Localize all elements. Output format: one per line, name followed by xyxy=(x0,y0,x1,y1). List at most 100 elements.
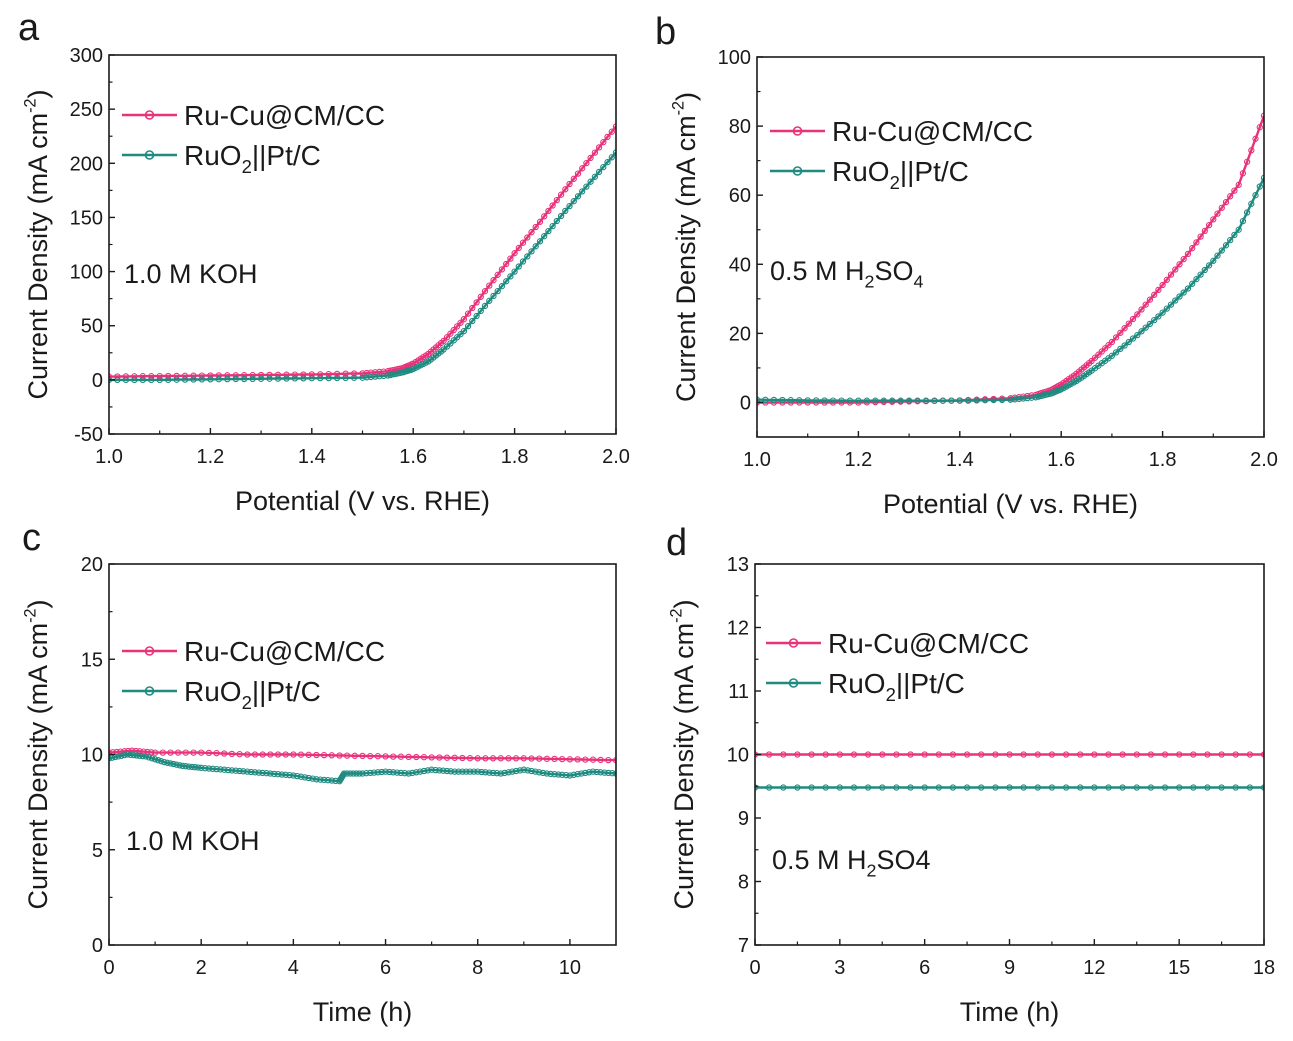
data-point xyxy=(1227,193,1234,200)
x-tick-label: 1.4 xyxy=(946,449,974,471)
data-point xyxy=(1151,316,1158,324)
data-point xyxy=(142,753,150,760)
data-point xyxy=(164,759,171,766)
data-point xyxy=(380,368,387,375)
data-point xyxy=(205,749,213,757)
data-point xyxy=(313,751,320,759)
data-point xyxy=(978,751,985,758)
data-point xyxy=(990,396,997,404)
data-point xyxy=(328,752,335,759)
data-point xyxy=(1193,239,1200,246)
y-tick-label: 250 xyxy=(70,99,103,121)
y-axis-title-part: ) xyxy=(23,600,53,609)
data-point xyxy=(555,771,562,778)
data-point xyxy=(1138,328,1145,335)
data-point xyxy=(1147,784,1155,791)
y-tick-label: 11 xyxy=(728,681,749,703)
y-tick-label: 13 xyxy=(727,554,749,576)
data-point xyxy=(359,374,366,381)
data-point xyxy=(1204,751,1211,758)
panel-label: b xyxy=(655,11,676,53)
data-point xyxy=(286,771,293,779)
data-point xyxy=(278,771,285,778)
data-point xyxy=(547,770,554,778)
data-point xyxy=(1011,396,1018,403)
data-point xyxy=(266,375,273,382)
data-point xyxy=(931,397,938,404)
data-point xyxy=(333,374,341,382)
data-point xyxy=(240,768,247,775)
data-point xyxy=(436,754,443,761)
data-point xyxy=(117,748,124,755)
data-point xyxy=(342,374,349,382)
y-tick-label: 20 xyxy=(81,554,103,576)
y-tick-label: 0 xyxy=(92,935,103,957)
data-point xyxy=(1205,262,1213,269)
data-point xyxy=(155,757,162,764)
data-point xyxy=(935,784,942,791)
y-axis-title: Current Density (mA cm-2) xyxy=(670,92,701,402)
data-point xyxy=(473,312,480,320)
data-point xyxy=(1134,311,1141,318)
data-point xyxy=(221,750,228,757)
data-point xyxy=(124,751,131,758)
data-point xyxy=(559,771,566,778)
data-point xyxy=(512,767,520,775)
data-point xyxy=(922,397,930,404)
x-tick-label: 3 xyxy=(834,957,845,979)
legend-entry-1: RuO2||Pt/C xyxy=(122,140,321,177)
data-point xyxy=(559,755,566,763)
data-point xyxy=(1256,124,1263,131)
data-point xyxy=(198,749,205,756)
data-point xyxy=(536,238,544,245)
data-point xyxy=(131,376,138,384)
y-axis-title: Current Density (mA cm-2) xyxy=(668,600,699,910)
data-point xyxy=(516,767,524,774)
data-point xyxy=(443,767,451,775)
data-point xyxy=(963,784,971,791)
data-point xyxy=(1197,233,1204,240)
data-point xyxy=(1260,174,1264,182)
data-point xyxy=(378,768,385,776)
data-point xyxy=(1239,217,1247,225)
y-tick-label: 20 xyxy=(729,323,751,345)
data-point xyxy=(601,769,608,776)
data-point xyxy=(405,753,412,761)
data-point xyxy=(566,756,574,763)
condition-label-part: 1.0 M KOH xyxy=(124,259,258,289)
data-point xyxy=(1252,135,1259,142)
data-point xyxy=(459,754,466,762)
data-point xyxy=(320,776,328,784)
y-axis-title-part: Current Density (mA cm xyxy=(669,623,699,910)
data-point xyxy=(1184,250,1192,258)
data-point xyxy=(1134,331,1141,339)
data-point xyxy=(605,756,612,764)
data-point xyxy=(804,397,811,404)
data-point xyxy=(587,154,594,162)
data-point xyxy=(443,343,451,350)
data-point xyxy=(981,397,989,404)
data-point xyxy=(503,278,510,285)
data-point xyxy=(145,754,153,761)
data-point xyxy=(244,768,251,775)
data-point xyxy=(481,288,489,295)
y-tick-label: 10 xyxy=(81,745,103,767)
y-tick-label: 7 xyxy=(738,935,749,957)
data-point xyxy=(464,322,472,330)
data-point xyxy=(1260,751,1264,758)
data-point xyxy=(507,255,514,262)
data-point xyxy=(963,751,971,758)
y-tick-label: 200 xyxy=(70,153,103,175)
data-point xyxy=(612,757,616,764)
legend-entry-1: RuO2||Pt/C xyxy=(122,676,321,713)
condition-label: 0.5 M H2SO4 xyxy=(770,256,923,292)
data-point xyxy=(328,777,335,784)
series-c-0 xyxy=(109,747,616,764)
data-point xyxy=(1020,751,1027,758)
data-point xyxy=(591,149,599,156)
data-point xyxy=(914,397,921,404)
data-point xyxy=(1125,338,1132,346)
data-point xyxy=(1176,784,1183,791)
condition-label-part: 2 xyxy=(867,861,877,881)
data-point xyxy=(367,769,374,777)
